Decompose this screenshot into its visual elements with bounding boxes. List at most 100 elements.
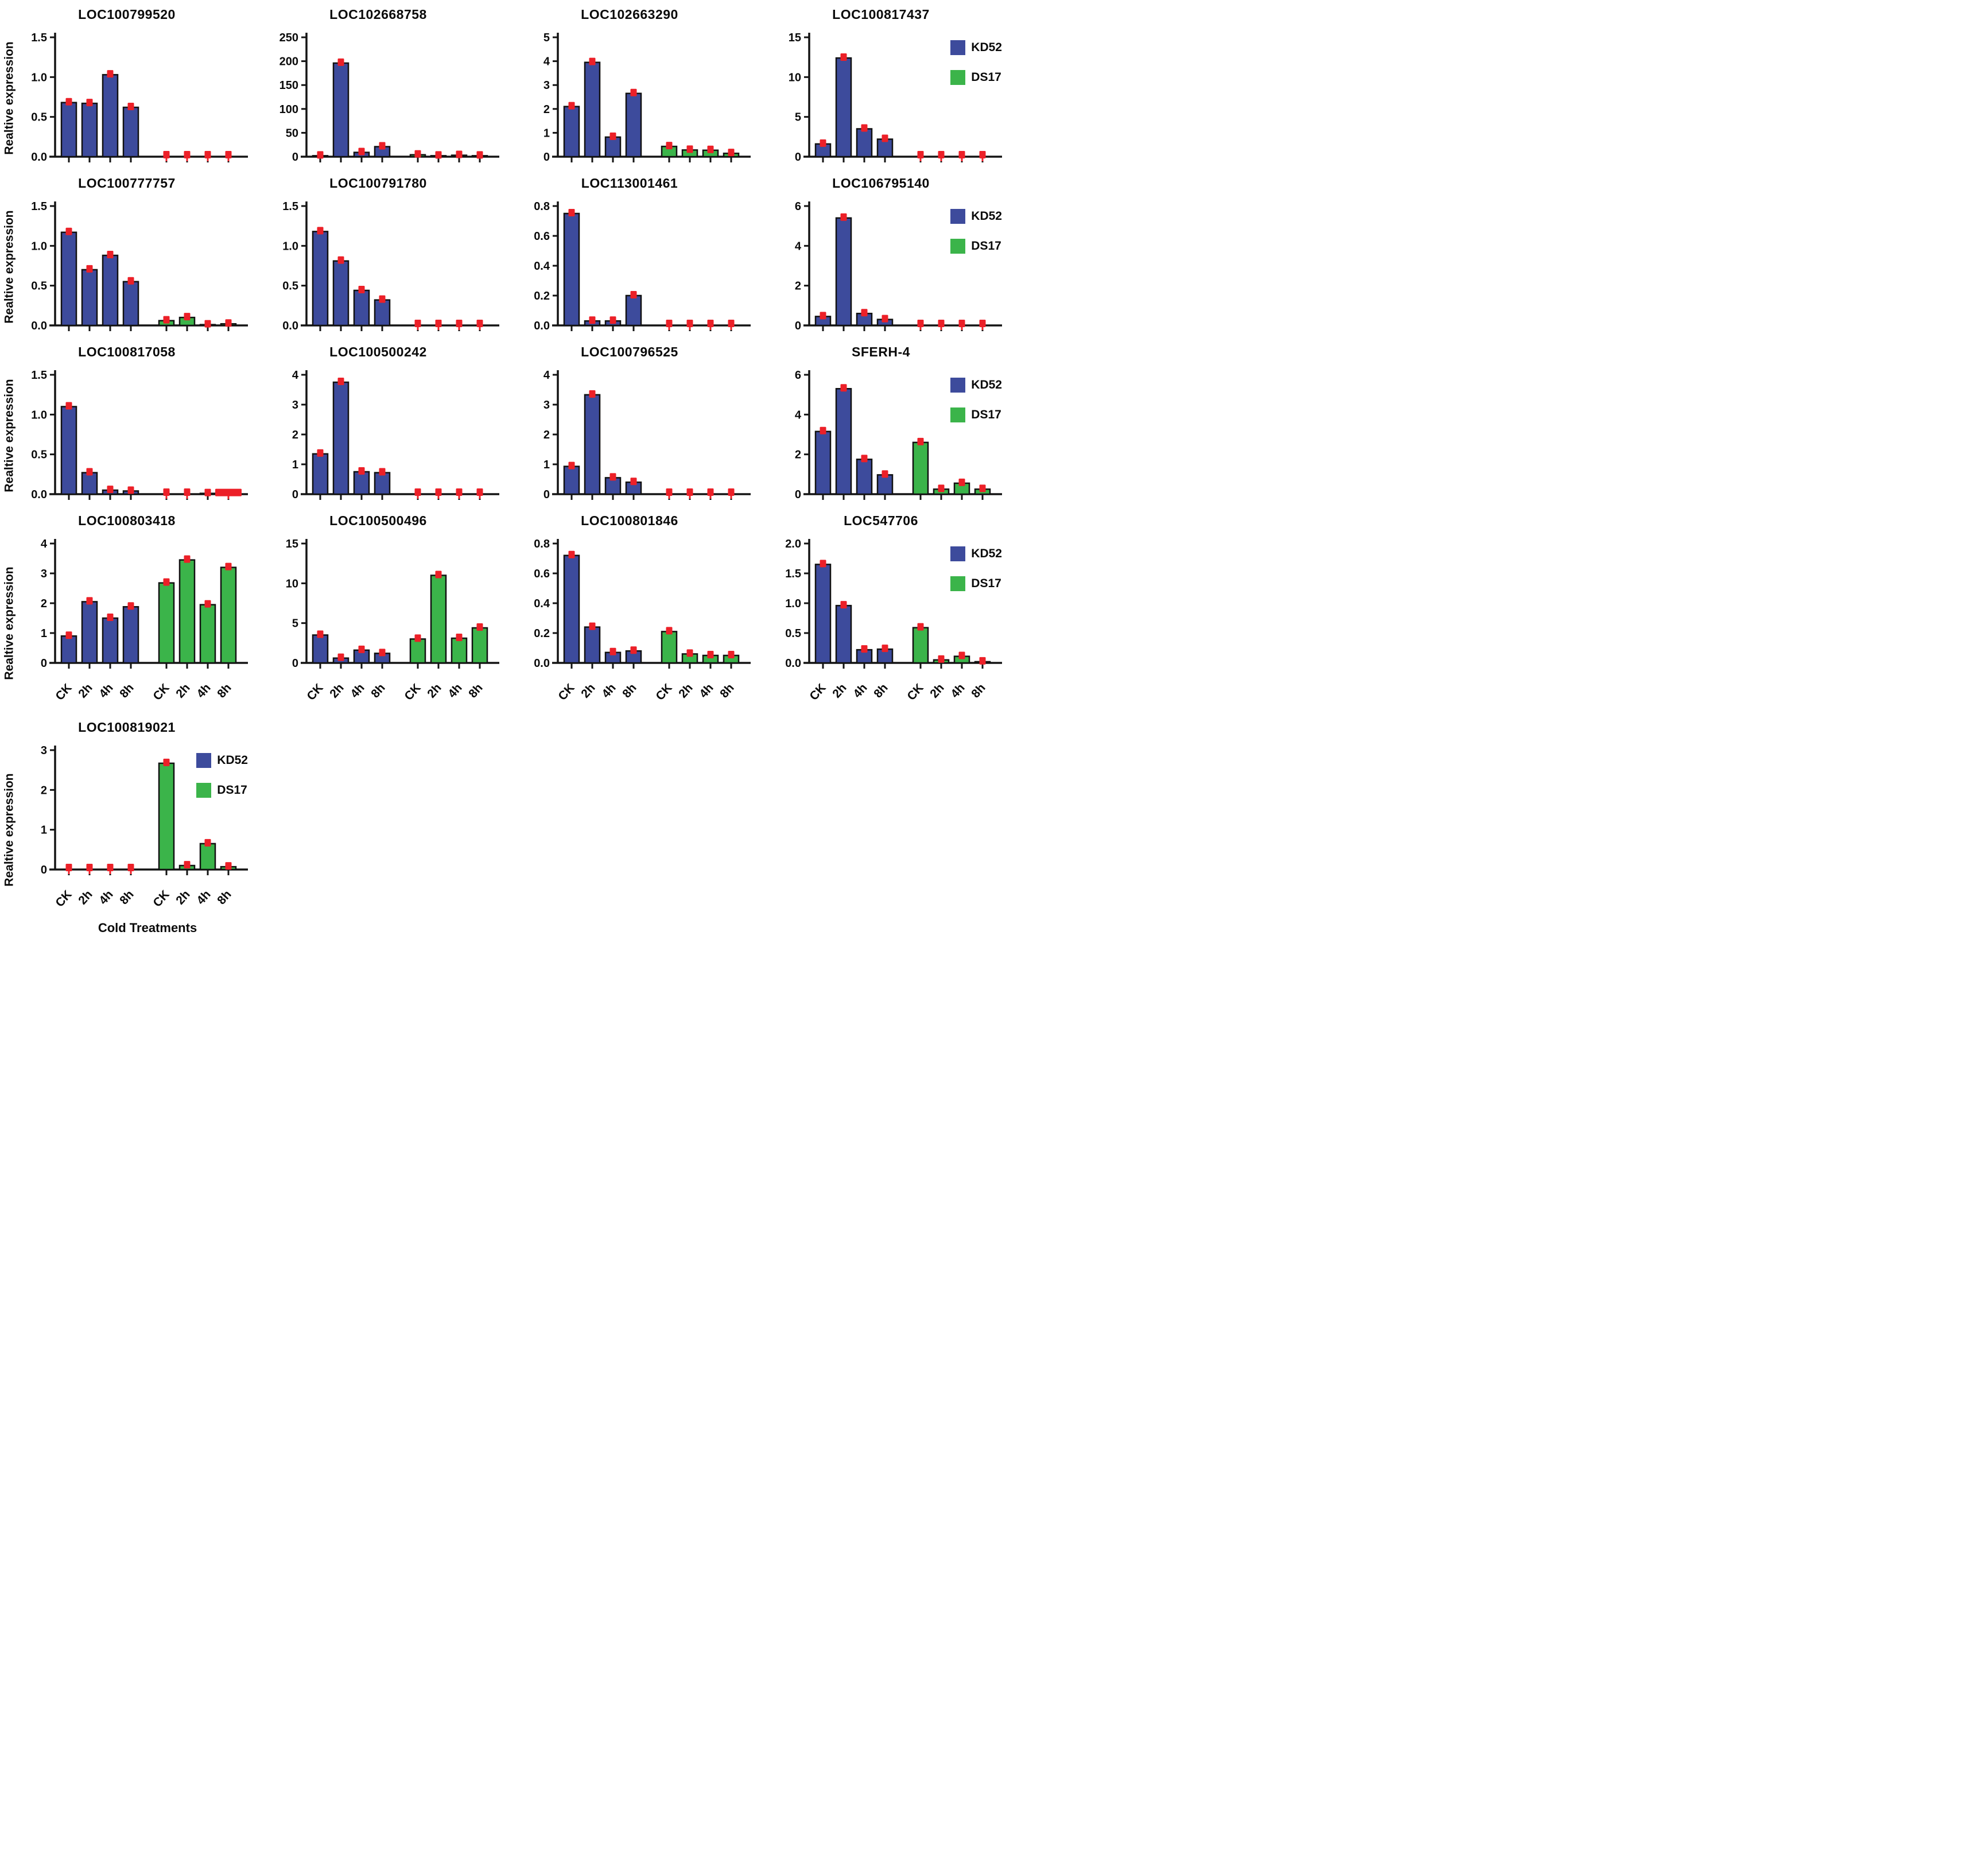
error-marker (979, 320, 986, 327)
legend-item-ds17: DS17 (950, 407, 1002, 422)
x-tick-label: 4h (948, 681, 967, 701)
error-marker (107, 486, 114, 494)
error-marker (958, 151, 965, 158)
x-tick-label: 8h (969, 681, 988, 701)
x-tick-label: 2h (173, 681, 192, 701)
kd52-bar (122, 281, 139, 327)
y-tick-label: 5 (543, 32, 550, 44)
kd52-label: KD52 (971, 41, 1002, 54)
x-tick-label: 4h (348, 681, 367, 701)
error-marker (127, 277, 134, 285)
kd52-bar (122, 606, 139, 664)
ds17-swatch (950, 576, 966, 591)
legend-item-kd52: KD52 (950, 378, 1002, 393)
error-marker (979, 657, 986, 665)
error-marker (127, 103, 134, 111)
error-marker (456, 488, 463, 496)
error-marker (666, 142, 673, 150)
x-axis-label: Cold Treatments (98, 921, 197, 935)
y-tick-label: 50 (286, 127, 298, 139)
x-tick-label: CK (402, 681, 423, 703)
error-marker (882, 470, 888, 478)
x-tick-label: 2h (76, 888, 95, 907)
y-tick-label: 0.6 (534, 568, 550, 580)
error-marker (86, 265, 93, 273)
chart-title: LOC100817437 (832, 7, 930, 22)
legend: KD52 DS17 (950, 546, 1002, 591)
y-tick-label: 0.0 (785, 657, 801, 670)
error-marker (204, 151, 211, 158)
chart-plot: 0.0 0.2 0.4 0.6 0.8 (521, 192, 753, 341)
y-tick-label: 0 (41, 864, 47, 876)
y-axis-label: Realtive expression (1, 361, 18, 510)
kd52-bar (81, 472, 98, 495)
kd52-swatch (196, 753, 212, 768)
chart-plot: 0 2 4 6 (772, 192, 1004, 341)
error-marker (107, 614, 114, 621)
error-marker (666, 488, 673, 496)
x-tick-label: 8h (717, 681, 736, 701)
kd52-bar (122, 106, 139, 158)
legend-item-kd52: KD52 (196, 753, 248, 768)
kd52-bar (102, 254, 119, 327)
y-tick-label: 0 (292, 488, 298, 501)
kd52-bar (312, 453, 329, 495)
kd52-bar (856, 459, 873, 495)
y-tick-label: 3 (543, 399, 550, 412)
x-tick-label: CK (904, 681, 926, 703)
kd52-bar (312, 231, 329, 327)
error-marker (686, 145, 693, 153)
y-tick-label: 6 (795, 369, 801, 382)
error-marker (861, 124, 868, 132)
ds17-bar (451, 637, 468, 664)
error-marker (65, 227, 72, 235)
kd52-bar (625, 294, 642, 327)
error-marker (917, 437, 924, 445)
kd52-bar (81, 102, 98, 158)
error-marker (958, 478, 965, 486)
legend: KD52 DS17 (196, 753, 248, 798)
x-tick-label: CK (653, 681, 674, 703)
error-marker (882, 315, 888, 323)
kd52-bar (814, 430, 832, 495)
y-axis-label: Realtive expression (1, 736, 18, 923)
kd52-bar (60, 102, 77, 158)
y-tick-label: 2 (795, 280, 801, 293)
y-tick-label: 1.0 (282, 240, 298, 253)
y-tick-label: 0 (292, 151, 298, 164)
ds17-bar (158, 762, 175, 871)
chart-svg: 0 1 2 3 4 5 (543, 32, 751, 164)
error-marker (686, 488, 693, 496)
error-marker (728, 149, 735, 157)
chart-panel-loc100500496: LOC100500496 0 5 10 15 CK 2h 4h 8h CK 2h 4h 8h (253, 510, 504, 716)
error-marker (882, 645, 888, 653)
error-marker (86, 864, 93, 871)
legend-item-kd52: KD52 (950, 209, 1002, 224)
y-tick-label: 5 (795, 111, 801, 124)
error-marker (589, 622, 596, 630)
ds17-swatch (950, 407, 966, 422)
legend-item-kd52: KD52 (950, 40, 1002, 55)
error-marker (820, 312, 826, 320)
y-tick-label: 0.5 (282, 280, 298, 293)
chart-plot: 0.0 0.2 0.4 0.6 0.8 CK 2h 4h 8h CK 2h 4h 8h (521, 530, 753, 716)
kd52-bar (835, 388, 852, 495)
x-tick-label: 8h (215, 888, 234, 907)
ds17-label: DS17 (971, 408, 1001, 421)
error-marker (435, 570, 442, 579)
chart-plot: 0 1 2 3 4 (521, 361, 753, 510)
chart-plot: 0.0 0.5 1.0 1.5 (18, 361, 250, 510)
chart-plot: 0 5 10 15 CK 2h 4h 8h CK 2h 4h 8h (270, 530, 502, 716)
error-marker (184, 313, 191, 321)
kd52-bar (353, 471, 370, 495)
x-tick-label: 4h (445, 681, 464, 701)
chart-panel-loc100777757: LOC100777757 Realtive expression 0.0 0.5 1… (1, 172, 253, 341)
y-tick-label: 1.5 (785, 568, 801, 580)
y-tick-label: 4 (543, 369, 550, 382)
x-tick-label: 2h (425, 681, 444, 701)
chart-panel-loc100799520: LOC100799520 Realtive expression 0.0 0.5 1… (1, 3, 253, 172)
y-tick-label: 0 (292, 657, 298, 670)
chart-svg: 0 1 2 3 4 (292, 369, 499, 501)
y-tick-label: 5 (292, 618, 298, 630)
error-marker (456, 320, 463, 327)
